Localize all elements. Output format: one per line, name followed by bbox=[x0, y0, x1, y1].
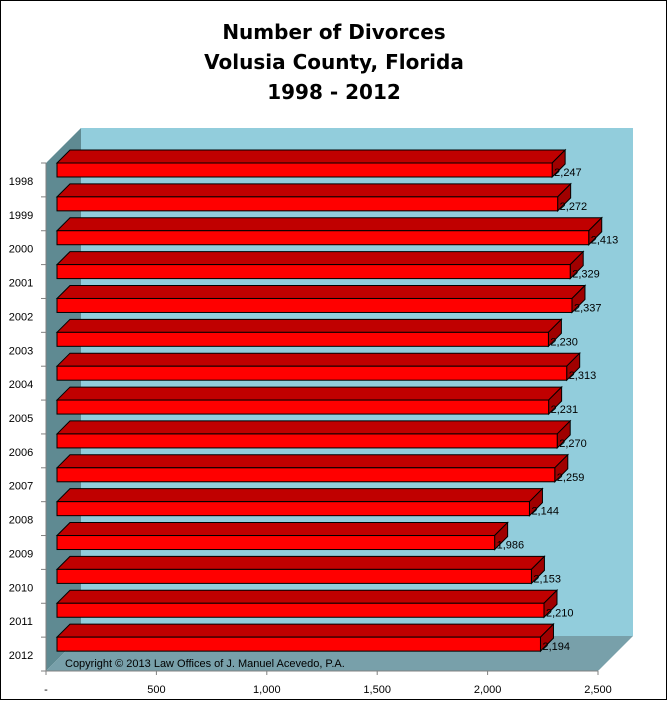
bar-2009 bbox=[55, 521, 509, 551]
x-tick-label: 1,000 bbox=[253, 684, 281, 696]
data-label: 2,230 bbox=[550, 336, 578, 348]
data-label: 2,210 bbox=[546, 607, 574, 619]
bar-top-face bbox=[55, 149, 567, 164]
data-label: 2,259 bbox=[557, 472, 585, 484]
bar-front-face bbox=[56, 230, 590, 246]
data-label: 2,194 bbox=[542, 641, 570, 653]
y-tick-label: 2006 bbox=[9, 447, 33, 459]
bar-2011 bbox=[55, 589, 559, 619]
bar-front-face bbox=[56, 196, 559, 212]
bar-2007 bbox=[55, 453, 569, 484]
bar-front-face bbox=[56, 535, 496, 551]
bar-2005 bbox=[55, 385, 563, 416]
bar-2012 bbox=[55, 622, 555, 653]
bar-top-face bbox=[55, 420, 572, 435]
chart-title-line-3: 1998 - 2012 bbox=[267, 80, 401, 104]
bar-front-face bbox=[56, 264, 571, 280]
bar-top-face bbox=[55, 183, 572, 198]
bar-top-face bbox=[55, 284, 587, 299]
data-label: 2,329 bbox=[572, 269, 600, 281]
x-tick-label: 500 bbox=[147, 684, 165, 696]
data-label: 2,337 bbox=[574, 302, 602, 314]
y-tick-label: 2004 bbox=[9, 379, 33, 391]
data-label: 2,272 bbox=[560, 201, 588, 213]
bar-top-face bbox=[55, 488, 544, 503]
bar-2010 bbox=[55, 555, 546, 585]
bar-front-face bbox=[56, 399, 550, 415]
x-tick-label: - bbox=[44, 684, 48, 696]
y-tick-label: 2007 bbox=[9, 481, 33, 493]
copyright-annotation: Copyright © 2013 Law Offices of J. Manue… bbox=[65, 658, 345, 670]
x-tick-label: 2,000 bbox=[474, 684, 502, 696]
bar-2001 bbox=[55, 250, 585, 280]
y-tick-label: 2008 bbox=[9, 515, 33, 527]
bar-front-face bbox=[56, 467, 556, 483]
bar-2002 bbox=[55, 284, 587, 314]
bar-top-face bbox=[55, 318, 563, 333]
bar-top-face bbox=[55, 589, 559, 604]
x-tick-label: 1,500 bbox=[363, 684, 391, 696]
x-tick-label: 2,500 bbox=[584, 684, 612, 696]
y-tick-label: 2012 bbox=[9, 650, 33, 662]
y-tick-label: 2011 bbox=[9, 616, 33, 628]
chart-title-line-2: Volusia County, Florida bbox=[204, 50, 464, 74]
bar-2008 bbox=[55, 487, 544, 517]
bar-front-face bbox=[56, 602, 545, 618]
data-label: 2,144 bbox=[531, 506, 559, 518]
y-tick-label: 2001 bbox=[9, 278, 33, 290]
bar-front-face bbox=[56, 331, 549, 347]
data-label: 2,313 bbox=[569, 370, 597, 382]
bar-top-face bbox=[55, 217, 603, 232]
bar-front-face bbox=[56, 501, 530, 517]
bar-front-face bbox=[56, 297, 573, 313]
bar-front-face bbox=[56, 365, 568, 381]
y-tick-label: 2002 bbox=[9, 311, 33, 323]
y-tick-label: 1998 bbox=[9, 176, 33, 188]
bar-top-face bbox=[55, 251, 585, 266]
bar-2003 bbox=[55, 318, 563, 348]
bar-top-face bbox=[55, 386, 563, 401]
bar-1998 bbox=[55, 148, 567, 179]
bar-2006 bbox=[55, 419, 572, 450]
bar-front-face bbox=[56, 636, 541, 652]
bar-front-face bbox=[56, 433, 558, 449]
bar-top-face bbox=[55, 623, 555, 638]
bar-top-face bbox=[55, 454, 569, 469]
data-label: 2,270 bbox=[559, 438, 587, 450]
data-label: 2,247 bbox=[554, 167, 582, 179]
chart-title-line-1: Number of Divorces bbox=[222, 20, 445, 44]
bar-2004 bbox=[55, 351, 581, 382]
bar-top-face bbox=[55, 555, 546, 570]
data-label: 2,231 bbox=[551, 404, 579, 416]
y-tick-label: 2000 bbox=[9, 244, 33, 256]
data-label: 2,153 bbox=[533, 573, 561, 585]
y-tick-label: 2010 bbox=[9, 582, 33, 594]
y-tick-label: 1999 bbox=[9, 210, 33, 222]
bar-front-face bbox=[56, 568, 532, 584]
bar-top-face bbox=[55, 522, 509, 537]
bar-front-face bbox=[56, 162, 553, 178]
y-tick-label: 2005 bbox=[9, 413, 33, 425]
data-label: 1,986 bbox=[497, 540, 525, 552]
y-tick-label: 2009 bbox=[9, 548, 33, 560]
y-tick-label: 2003 bbox=[9, 345, 33, 357]
bar-2000 bbox=[55, 216, 603, 246]
data-label: 2,413 bbox=[591, 235, 619, 247]
bar-top-face bbox=[55, 352, 581, 367]
bar-1999 bbox=[55, 182, 572, 213]
